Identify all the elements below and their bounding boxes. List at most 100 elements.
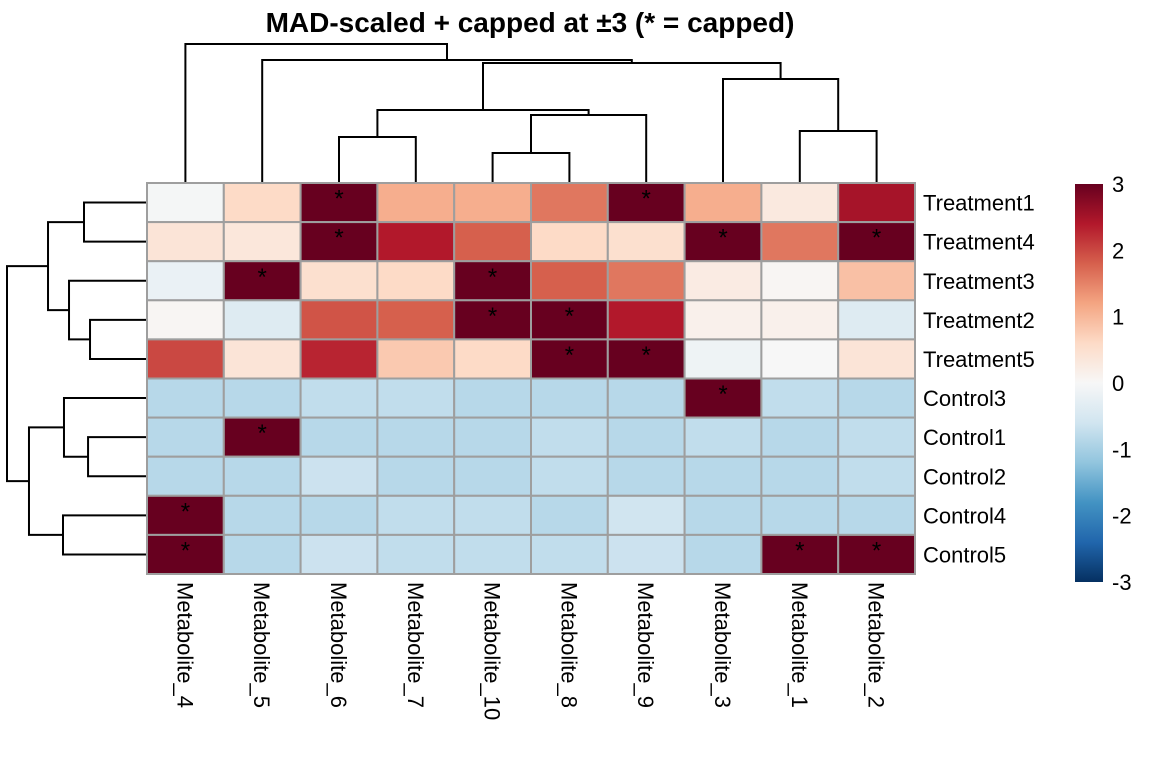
row-dendrogram-branch xyxy=(87,436,147,478)
row-label: Control1 xyxy=(923,425,1006,450)
heatmap-cell xyxy=(453,260,533,302)
column-label: Metabolite_2 xyxy=(864,582,889,708)
heatmap-cell xyxy=(453,533,533,576)
column-labels: Metabolite_4 Metabolite_5 Metabolite_6 Meta… xyxy=(172,582,888,720)
heatmap-cell xyxy=(760,533,840,576)
row-label: Treatment3 xyxy=(923,269,1035,294)
heatmap-cell xyxy=(146,494,225,536)
heatmap-cell xyxy=(837,494,917,536)
heatmap-cell xyxy=(146,377,225,419)
heatmap-cell xyxy=(222,494,302,536)
heatmap-cell xyxy=(760,221,840,263)
column-dendrogram-branch xyxy=(482,62,782,111)
row-labels: Treatment1 Treatment4 Treatment3 Treatment2… xyxy=(923,191,1035,568)
heatmap-cell xyxy=(299,377,379,419)
capped-marker: * xyxy=(795,537,804,564)
column-label: Metabolite_10 xyxy=(480,582,505,720)
heatmap-cell xyxy=(453,221,533,263)
capped-marker: * xyxy=(872,225,881,252)
capped-marker: * xyxy=(872,537,881,564)
heatmap-cell xyxy=(530,260,609,302)
heatmap-cell xyxy=(683,182,763,224)
column-label: Metabolite_7 xyxy=(403,582,428,708)
heatmap-cell xyxy=(606,221,686,263)
heatmap-cell xyxy=(299,338,379,380)
capped-marker: * xyxy=(565,342,574,369)
heatmap-cell xyxy=(453,494,533,536)
legend-tick-label: 3 xyxy=(1112,172,1124,197)
capped-marker: * xyxy=(488,264,497,291)
heatmap-cell xyxy=(606,299,686,341)
capped-marker: * xyxy=(642,342,651,369)
heatmap-cell xyxy=(376,533,456,576)
heatmap-cell xyxy=(760,338,840,380)
heatmap-cell xyxy=(530,455,609,497)
heatmap-cell xyxy=(606,494,686,536)
heatmap-cell xyxy=(222,377,302,419)
capped-marker: * xyxy=(565,303,574,330)
row-label: Control3 xyxy=(923,386,1006,411)
heatmap-cell xyxy=(530,377,609,419)
legend-color-bar xyxy=(1075,184,1103,582)
heatmap-cell xyxy=(837,260,917,302)
heatmap-cell xyxy=(530,494,609,536)
legend-tick-label: -2 xyxy=(1112,504,1132,529)
heatmap-cell xyxy=(222,338,302,380)
column-label: Metabolite_6 xyxy=(326,582,351,708)
heatmap-cell xyxy=(530,182,609,224)
heatmap-cell xyxy=(222,299,302,341)
heatmap-cell xyxy=(760,377,840,419)
heatmap-cell xyxy=(376,455,456,497)
row-dendrogram-branch xyxy=(27,426,64,536)
heatmap-cell xyxy=(222,221,302,263)
heatmap-cell xyxy=(606,455,686,497)
capped-marker: * xyxy=(718,381,727,408)
heatmap-cell xyxy=(530,416,609,458)
heatmap-cell xyxy=(299,533,379,576)
heatmap-cell xyxy=(222,260,302,302)
row-label: Control4 xyxy=(923,503,1006,528)
heatmap-cell xyxy=(146,260,225,302)
heatmap-cell xyxy=(453,455,533,497)
row-label: Control5 xyxy=(923,542,1006,567)
heatmap-cell xyxy=(453,182,533,224)
heatmap-cell xyxy=(376,299,456,341)
column-label: Metabolite_5 xyxy=(249,582,274,708)
heatmap-cell xyxy=(837,299,917,341)
heatmap-cell xyxy=(376,338,456,380)
column-dendrogram-branch xyxy=(491,151,571,183)
heatmap-cell xyxy=(837,377,917,419)
heatmap-cell xyxy=(222,533,302,576)
heatmap-cell xyxy=(683,533,763,576)
heatmap-cell xyxy=(299,455,379,497)
heatmap-cell xyxy=(299,416,379,458)
heatmap-cell xyxy=(146,416,225,458)
column-label: Metabolite_4 xyxy=(172,582,197,708)
capped-marker: * xyxy=(181,537,190,564)
heatmap-cell xyxy=(453,416,533,458)
row-dendrogram-branch xyxy=(47,221,84,312)
column-dendrogram-branch xyxy=(338,135,417,183)
heatmap-cell xyxy=(837,455,917,497)
heatmap-cell xyxy=(146,338,225,380)
chart-title: MAD-scaled + capped at ±3 (* = capped) xyxy=(266,7,795,38)
capped-marker: * xyxy=(181,498,190,525)
legend-tick-label: 0 xyxy=(1112,371,1124,396)
heatmap-cell xyxy=(760,416,840,458)
column-label: Metabolite_1 xyxy=(787,582,812,708)
row-dendrogram-branch xyxy=(89,318,147,360)
column-dendrogram-branch xyxy=(184,43,448,183)
column-label: Metabolite_8 xyxy=(556,582,581,708)
heatmap-cell xyxy=(299,494,379,536)
heatmap-cell xyxy=(530,533,609,576)
heatmap-cell xyxy=(376,494,456,536)
capped-marker: * xyxy=(334,186,343,213)
heatmap-cell xyxy=(837,533,917,576)
row-label: Treatment4 xyxy=(923,230,1035,255)
heatmap-cell xyxy=(222,182,302,224)
heatmap-cell xyxy=(146,299,225,341)
heatmap-cell xyxy=(837,416,917,458)
row-label: Treatment5 xyxy=(923,347,1035,372)
row-label: Control2 xyxy=(923,464,1006,489)
heatmap-cell xyxy=(299,260,379,302)
